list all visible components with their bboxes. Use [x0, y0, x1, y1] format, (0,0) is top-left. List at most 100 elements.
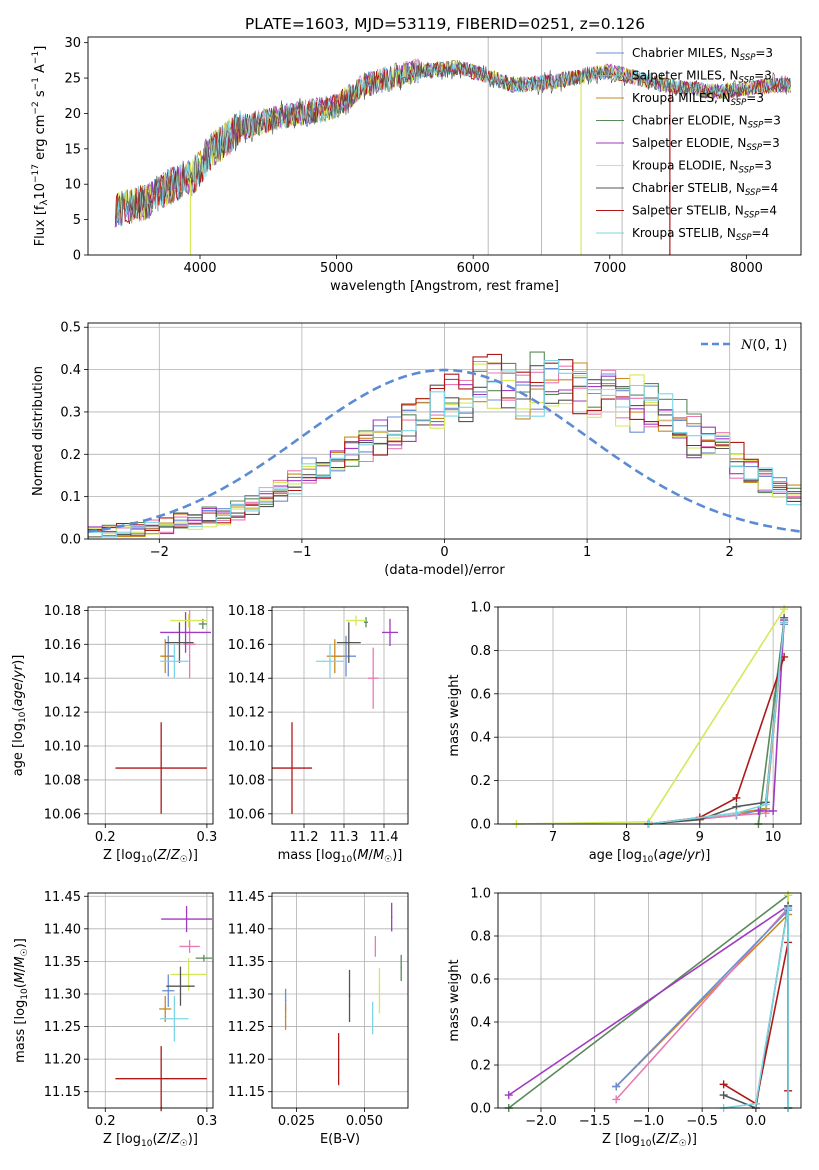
label-part: 10 [341, 855, 353, 865]
label-part: −1 [31, 77, 41, 90]
x-axis-label: Z [log10(Z/Z☉)] [103, 848, 198, 865]
axes-frame-spectrum [87, 36, 802, 256]
y-tick-label: 5 [73, 213, 81, 228]
y-tick-label: 0.0 [470, 818, 491, 833]
label-part: / [11, 677, 26, 682]
weight-line [648, 622, 785, 825]
data-point [203, 957, 205, 959]
y-tick-label: 10.16 [228, 638, 265, 653]
x-tick-label: 8 [622, 830, 630, 845]
weight-marker [761, 800, 770, 809]
data-point [188, 643, 191, 646]
x-tick-label: 0.0 [746, 1114, 767, 1129]
data-point [160, 1077, 162, 1080]
y-tick-label: 11.45 [44, 890, 81, 905]
data-point [374, 945, 377, 948]
x-tick-label: 10 [765, 830, 782, 845]
data-point [164, 655, 167, 657]
y-tick-label: 0 [73, 249, 81, 264]
label-part: ( [352, 848, 357, 863]
y-tick-label: 11.45 [228, 890, 265, 905]
label-part: 10 [640, 1139, 652, 1149]
y-tick-label: 25 [64, 72, 81, 87]
label-part: )] [188, 848, 198, 863]
label-part: =4 [761, 181, 779, 195]
x-tick-label: −1 [292, 545, 311, 560]
label-part: )] [13, 938, 28, 948]
y-tick-label: 10.06 [228, 807, 265, 822]
data-point [178, 641, 181, 644]
x-tick-label: 8000 [730, 261, 763, 276]
data-point [365, 621, 367, 624]
label-part: Z [170, 1132, 181, 1147]
data-point [173, 660, 176, 663]
x-tick-label: 0.050 [346, 1114, 383, 1129]
label-part: ( [13, 983, 28, 988]
weight-line [648, 622, 785, 825]
label-part: Z [log [103, 1132, 141, 1147]
y-tick-label: 10.12 [228, 706, 265, 721]
label-part: λ [39, 199, 50, 205]
y-tick-label: 11.35 [44, 955, 81, 970]
label-part: −17 [31, 164, 41, 183]
x-tick-label: 4000 [183, 261, 216, 276]
data-point [188, 945, 191, 948]
data-point [372, 677, 375, 680]
data-point [348, 995, 351, 997]
label-part: ( [653, 848, 658, 863]
label-part: ☉ [180, 1139, 188, 1149]
normal-distribution-curve [87, 368, 802, 533]
x-tick-label: 11.3 [330, 830, 359, 845]
axes-mass-vs-ebv: 0.025 0.050 11.15 11.20 11.25 11.30 11.35 11.40… [228, 890, 408, 1129]
y-tick-label: 11.35 [228, 955, 265, 970]
data-point [284, 999, 287, 1002]
residual-histogram [88, 353, 801, 539]
label-part: SSP [740, 53, 756, 63]
y-tick-label: 11.25 [44, 1020, 81, 1035]
weight-marker [719, 1091, 728, 1100]
x-tick-label: 11.4 [370, 830, 399, 845]
label-part: Kroupa MILES, N [632, 91, 731, 105]
y-tick-label: 0.1 [60, 490, 81, 505]
data-point [291, 767, 293, 769]
y-tick-label: 0.0 [470, 1102, 491, 1117]
y-tick-label: 0.3 [60, 405, 81, 420]
label-part: SSP [748, 121, 764, 131]
weight-marker [780, 652, 789, 661]
label-part: SSP [744, 211, 760, 221]
label-part: / [13, 967, 28, 972]
label-part: / [166, 848, 171, 863]
axes-frame-weight-vs-age [497, 606, 802, 825]
data-point [378, 989, 381, 992]
x-tick-label: 11.2 [290, 830, 319, 845]
label-part: age [11, 682, 26, 706]
label-part: / [369, 848, 374, 863]
label-part: Z [170, 848, 181, 863]
x-tick-label: 6000 [457, 261, 490, 276]
label-part: A [33, 64, 48, 77]
y-tick-label: 0.8 [470, 644, 491, 659]
data-point [400, 967, 403, 969]
weight-marker [769, 806, 778, 815]
y-axis-label: mass [log10(M/M☉)] [13, 938, 30, 1063]
data-point [390, 916, 393, 918]
y-tick-label: 15 [64, 142, 81, 157]
y-tick-label: 0.2 [470, 774, 491, 789]
weight-marker [784, 904, 793, 913]
label-part: Z [669, 1132, 680, 1147]
label-part: Chabrier ELODIE, N [632, 114, 748, 128]
legend-label: Kroupa STELIB, NSSP=4 [632, 226, 769, 243]
x-tick-label: 0.025 [278, 1114, 315, 1129]
label-part: ( [152, 1132, 157, 1147]
figure-title: PLATE=1603, MJD=53119, FIBERID=0251, z=0… [245, 15, 645, 33]
y-tick-label: 11.30 [44, 987, 81, 1002]
x-tick-label: 7000 [593, 261, 626, 276]
y-tick-label: 0.8 [470, 930, 491, 945]
label-part: ☉ [20, 948, 30, 956]
weight-marker [780, 618, 789, 627]
label-part: =3 [754, 69, 772, 83]
label-part: =4 [759, 204, 777, 218]
y-tick-label: 10.08 [44, 773, 81, 788]
y-tick-label: 0.2 [470, 1059, 491, 1074]
